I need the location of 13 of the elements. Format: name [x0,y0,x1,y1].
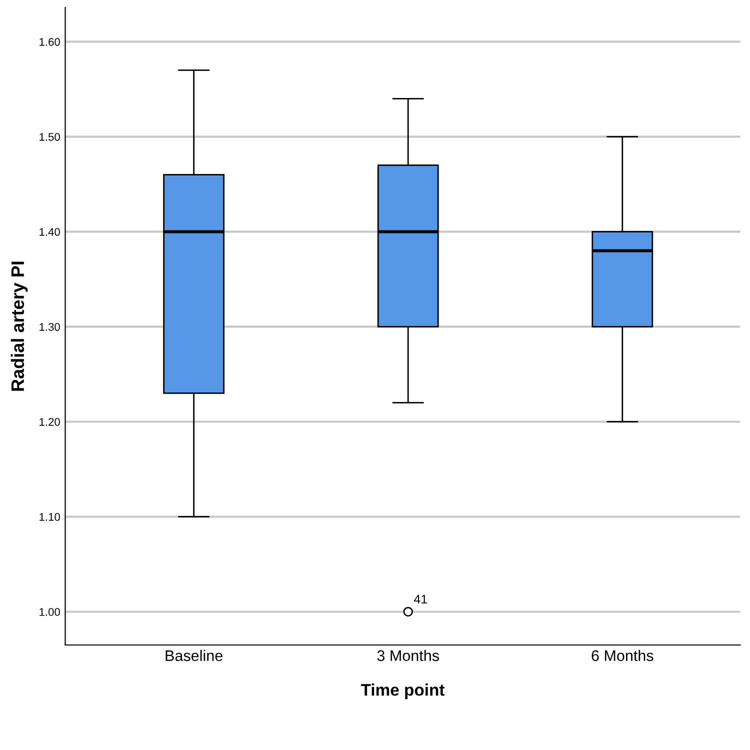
y-tick-label: 1.10 [40,513,60,521]
y-tick-label: 1.30 [40,322,60,331]
y-tick-label: 1.60 [40,38,60,46]
x-tick-label: 3 Months [377,650,439,662]
annotation: 41 [414,594,427,604]
y-tick-label: 1.20 [40,418,60,426]
y-tick-label: 1.00 [40,608,60,616]
x-tick-label: 6 Months [592,650,654,662]
y-tick-label: 1.50 [40,132,60,141]
x-axis-title: Time point [360,684,445,700]
y-axis-title: Radial artery PI [10,262,28,391]
y-tick-label: 1.40 [40,228,60,236]
x-tick-label: Baseline [166,650,222,662]
